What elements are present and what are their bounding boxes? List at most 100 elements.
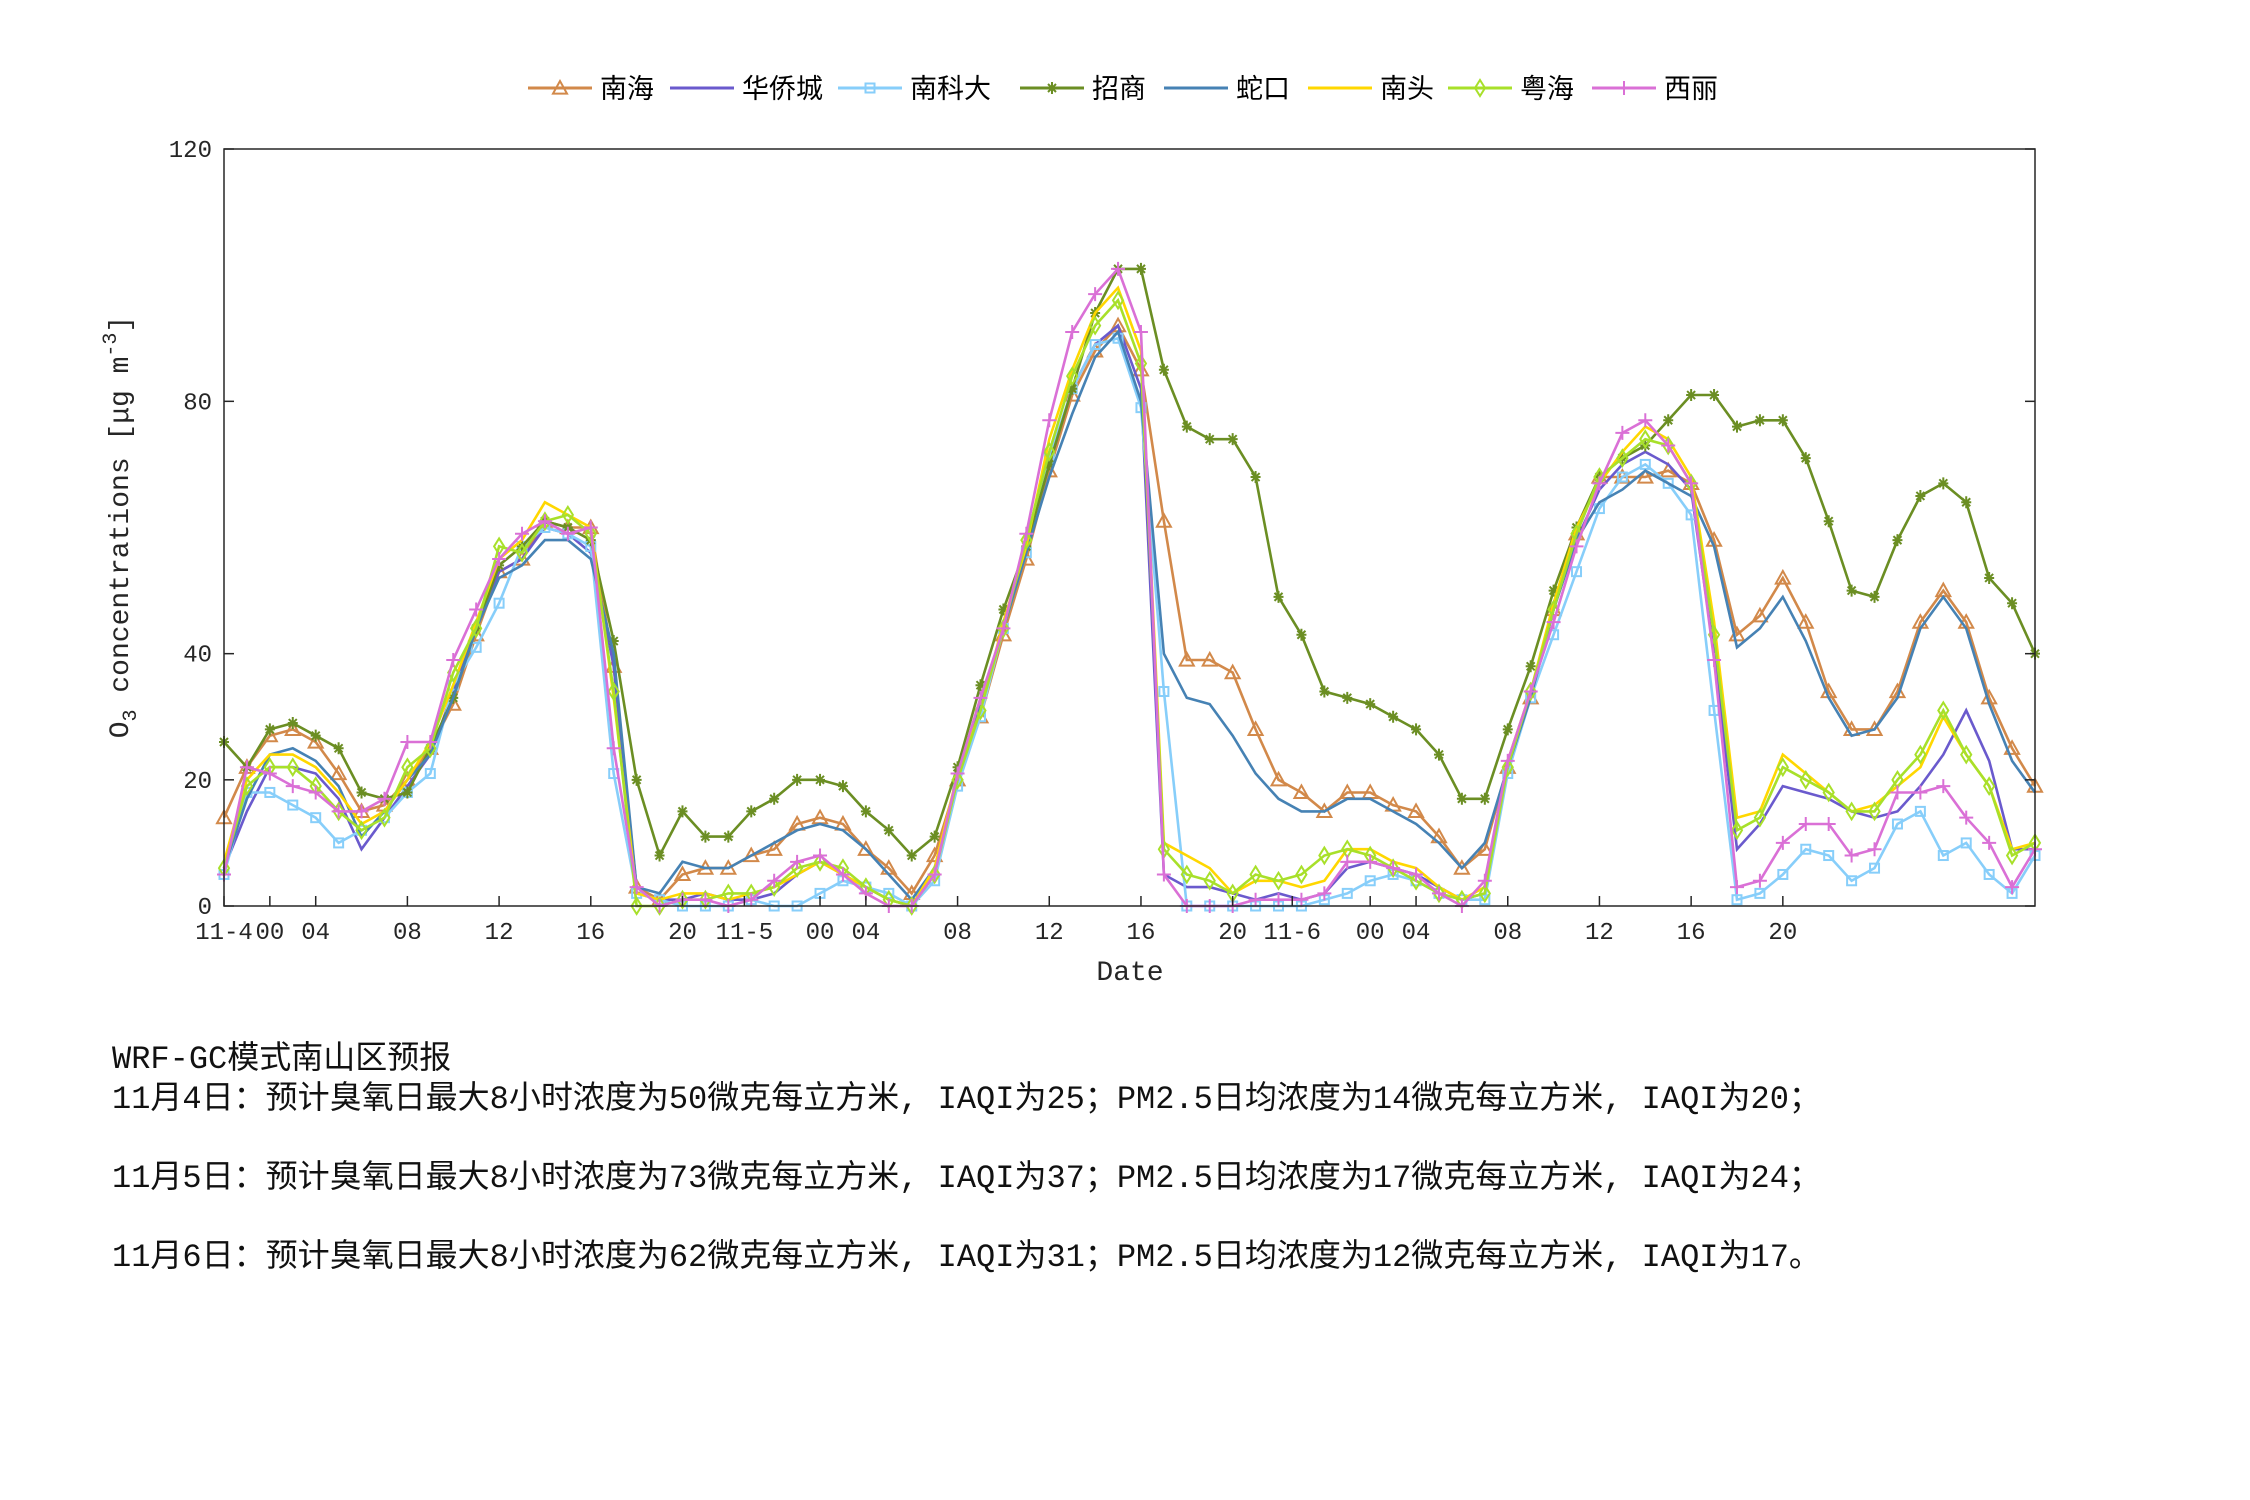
data-point bbox=[1134, 353, 1148, 374]
data-point bbox=[401, 757, 414, 778]
data-point bbox=[1294, 892, 1309, 907]
data-point bbox=[950, 766, 965, 781]
data-point bbox=[1915, 489, 1926, 502]
data-point bbox=[1775, 835, 1790, 850]
data-point bbox=[493, 597, 505, 609]
data-point bbox=[676, 889, 689, 910]
data-point bbox=[1844, 848, 1859, 863]
data-point bbox=[1729, 880, 1744, 895]
data-point bbox=[1201, 650, 1219, 667]
data-point bbox=[1616, 471, 1628, 483]
legend-item: 南海 bbox=[528, 74, 654, 105]
data-point bbox=[790, 854, 805, 869]
data-point bbox=[1845, 801, 1858, 822]
data-point bbox=[1890, 785, 1905, 800]
data-point bbox=[308, 785, 323, 800]
legend-item: 西丽 bbox=[1592, 74, 1718, 105]
data-point bbox=[1478, 883, 1492, 904]
data-point bbox=[1063, 385, 1081, 402]
data-point bbox=[1411, 723, 1422, 736]
data-point bbox=[1936, 779, 1951, 794]
data-point bbox=[378, 807, 391, 828]
data-point bbox=[837, 780, 848, 793]
data-point bbox=[402, 786, 413, 799]
data-point bbox=[1363, 854, 1378, 869]
data-point bbox=[1982, 776, 1996, 797]
data-point bbox=[654, 849, 665, 862]
data-point bbox=[1709, 389, 1720, 402]
data-point bbox=[1135, 262, 1146, 275]
x-tick-label: 00 bbox=[1356, 920, 1385, 947]
y-tick-label: 20 bbox=[183, 769, 212, 796]
data-point bbox=[1960, 744, 1973, 765]
data-point bbox=[767, 873, 782, 888]
data-point bbox=[928, 864, 941, 885]
data-point bbox=[608, 635, 619, 648]
data-point bbox=[1067, 382, 1078, 395]
series-3 bbox=[219, 262, 2040, 862]
x-tick-label: 08 bbox=[1493, 920, 1522, 947]
data-point bbox=[1661, 438, 1676, 453]
x-tick-label: 11-5 bbox=[716, 920, 774, 947]
data-point bbox=[1501, 757, 1514, 778]
data-point bbox=[1065, 324, 1080, 339]
data-point bbox=[1774, 568, 1792, 585]
data-point bbox=[515, 542, 529, 563]
data-point bbox=[1639, 458, 1651, 470]
data-point bbox=[1615, 425, 1630, 440]
data-point bbox=[1569, 539, 1584, 554]
data-point bbox=[1456, 792, 1467, 805]
data-point bbox=[1777, 414, 1788, 427]
data-point bbox=[2005, 845, 2019, 866]
data-point bbox=[1798, 816, 1813, 831]
series-line bbox=[222, 329, 2037, 902]
data-point bbox=[1180, 864, 1193, 885]
legend-label: 南科大 bbox=[910, 74, 991, 105]
data-point bbox=[1319, 685, 1330, 698]
data-point bbox=[1752, 873, 1767, 888]
data-point bbox=[424, 738, 437, 759]
data-point bbox=[1913, 785, 1928, 800]
data-point bbox=[1891, 818, 1903, 830]
data-point bbox=[1731, 420, 1742, 433]
data-point bbox=[377, 791, 392, 806]
series-line bbox=[223, 267, 2037, 859]
data-point bbox=[538, 511, 552, 532]
data-point bbox=[287, 717, 298, 730]
data-point bbox=[1592, 476, 1607, 491]
data-point bbox=[1686, 389, 1697, 402]
data-point bbox=[1388, 710, 1399, 723]
data-point bbox=[1548, 584, 1559, 597]
data-point bbox=[1227, 433, 1238, 446]
data-point bbox=[1983, 868, 1995, 880]
data-point bbox=[1961, 496, 1972, 509]
data-point bbox=[677, 805, 688, 818]
x-tick-label: 20 bbox=[1218, 920, 1247, 947]
data-point bbox=[1155, 512, 1173, 528]
data-point bbox=[1800, 452, 1811, 465]
legend-label: 粤海 bbox=[1520, 74, 1574, 105]
data-point bbox=[537, 514, 552, 529]
data-point bbox=[1111, 261, 1126, 276]
data-point bbox=[1937, 700, 1950, 721]
legend-item: 蛇口 bbox=[1164, 74, 1290, 105]
data-point bbox=[1846, 584, 1857, 597]
data-point bbox=[1042, 413, 1057, 428]
data-point bbox=[723, 830, 734, 843]
legend-marker bbox=[864, 82, 876, 94]
y-tick-label: 40 bbox=[183, 643, 212, 670]
data-point bbox=[1821, 816, 1836, 831]
data-point bbox=[1407, 802, 1425, 818]
data-point bbox=[1272, 870, 1285, 891]
data-point bbox=[1502, 723, 1513, 736]
data-point bbox=[673, 865, 692, 882]
data-point bbox=[883, 824, 894, 837]
data-point bbox=[998, 603, 1009, 616]
data-point bbox=[1269, 770, 1288, 787]
data-point bbox=[1386, 861, 1401, 876]
data-point bbox=[1249, 864, 1262, 885]
data-point bbox=[2005, 880, 2020, 895]
forecast-line-nov5: 11月5日：预计臭氧日最大8小时浓度为73微克每立方米, IAQI为37；PM2… bbox=[112, 1160, 1821, 1197]
data-point bbox=[1846, 875, 1858, 887]
